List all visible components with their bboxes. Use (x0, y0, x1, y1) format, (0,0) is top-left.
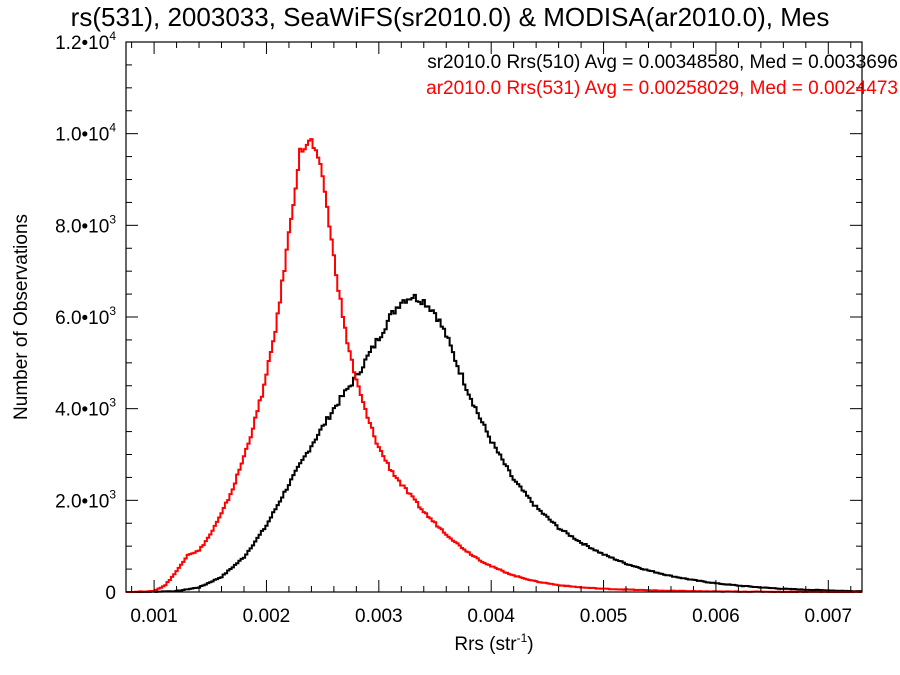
x-tick-label: 0.001 (130, 606, 178, 627)
y-tick-mantissa: 1.2•10 (55, 33, 109, 54)
y-tick-mantissa: 6.0•10 (55, 308, 109, 329)
x-tick-label: 0.007 (805, 606, 853, 627)
plot-frame (125, 41, 863, 593)
y-tick-exponent: 3 (109, 212, 116, 226)
legend: sr2010.0 Rrs(510) Avg = 0.00348580, Med … (426, 52, 898, 99)
y-tick-label: 1.0•104 (55, 121, 116, 146)
chart-title: rs(531), 2003033, SeaWiFS(sr2010.0) & MO… (71, 2, 830, 32)
x-axis-title-close: ) (527, 634, 533, 655)
x-tick-label: 0.002 (243, 606, 291, 627)
y-tick-label: 2.0•103 (55, 487, 116, 512)
series-line-1 (126, 293, 862, 593)
x-tick-label: 0.004 (467, 606, 515, 627)
x-tick-label: 0.006 (692, 606, 740, 627)
y-tick-mantissa: 8.0•10 (55, 216, 109, 237)
y-tick-mantissa: 0 (105, 583, 116, 604)
y-tick-label: 6.0•103 (55, 304, 116, 329)
x-axis-title: Rrs (str-1) (454, 631, 533, 655)
legend-entry-2: ar2010.0 Rrs(531) Avg = 0.00258029, Med … (426, 78, 898, 99)
legend-entry-1: sr2010.0 Rrs(510) Avg = 0.00348580, Med … (427, 52, 898, 73)
x-axis: 0.001 0.002 0.003 0.004 0.005 0.006 0.007 (130, 42, 852, 627)
y-tick-exponent: 3 (109, 396, 116, 410)
y-tick-mantissa: 4.0•10 (55, 400, 109, 421)
y-axis-title: Number of Observations (11, 214, 32, 420)
series-line-2 (126, 138, 862, 593)
x-axis-title-text: Rrs (str (454, 634, 517, 655)
y-tick-exponent: 4 (109, 121, 116, 135)
y-tick-mantissa: 1.0•10 (55, 125, 109, 146)
y-tick-label: 4.0•103 (55, 396, 116, 421)
y-tick-exponent: 4 (109, 29, 116, 43)
x-tick-label: 0.003 (355, 606, 403, 627)
y-tick-label: 0 (105, 583, 116, 604)
y-tick-exponent: 3 (109, 304, 116, 318)
series-layer (126, 138, 862, 593)
x-tick-label: 0.005 (580, 606, 628, 627)
y-tick-label: 1.2•104 (55, 29, 116, 54)
x-axis-title-superscript: -1 (517, 631, 528, 645)
y-axis: 02.0•1034.0•1036.0•1038.0•1031.0•1041.2•… (55, 29, 862, 604)
y-tick-label: 8.0•103 (55, 212, 116, 237)
y-tick-exponent: 3 (109, 487, 116, 501)
y-tick-mantissa: 2.0•10 (55, 491, 109, 512)
